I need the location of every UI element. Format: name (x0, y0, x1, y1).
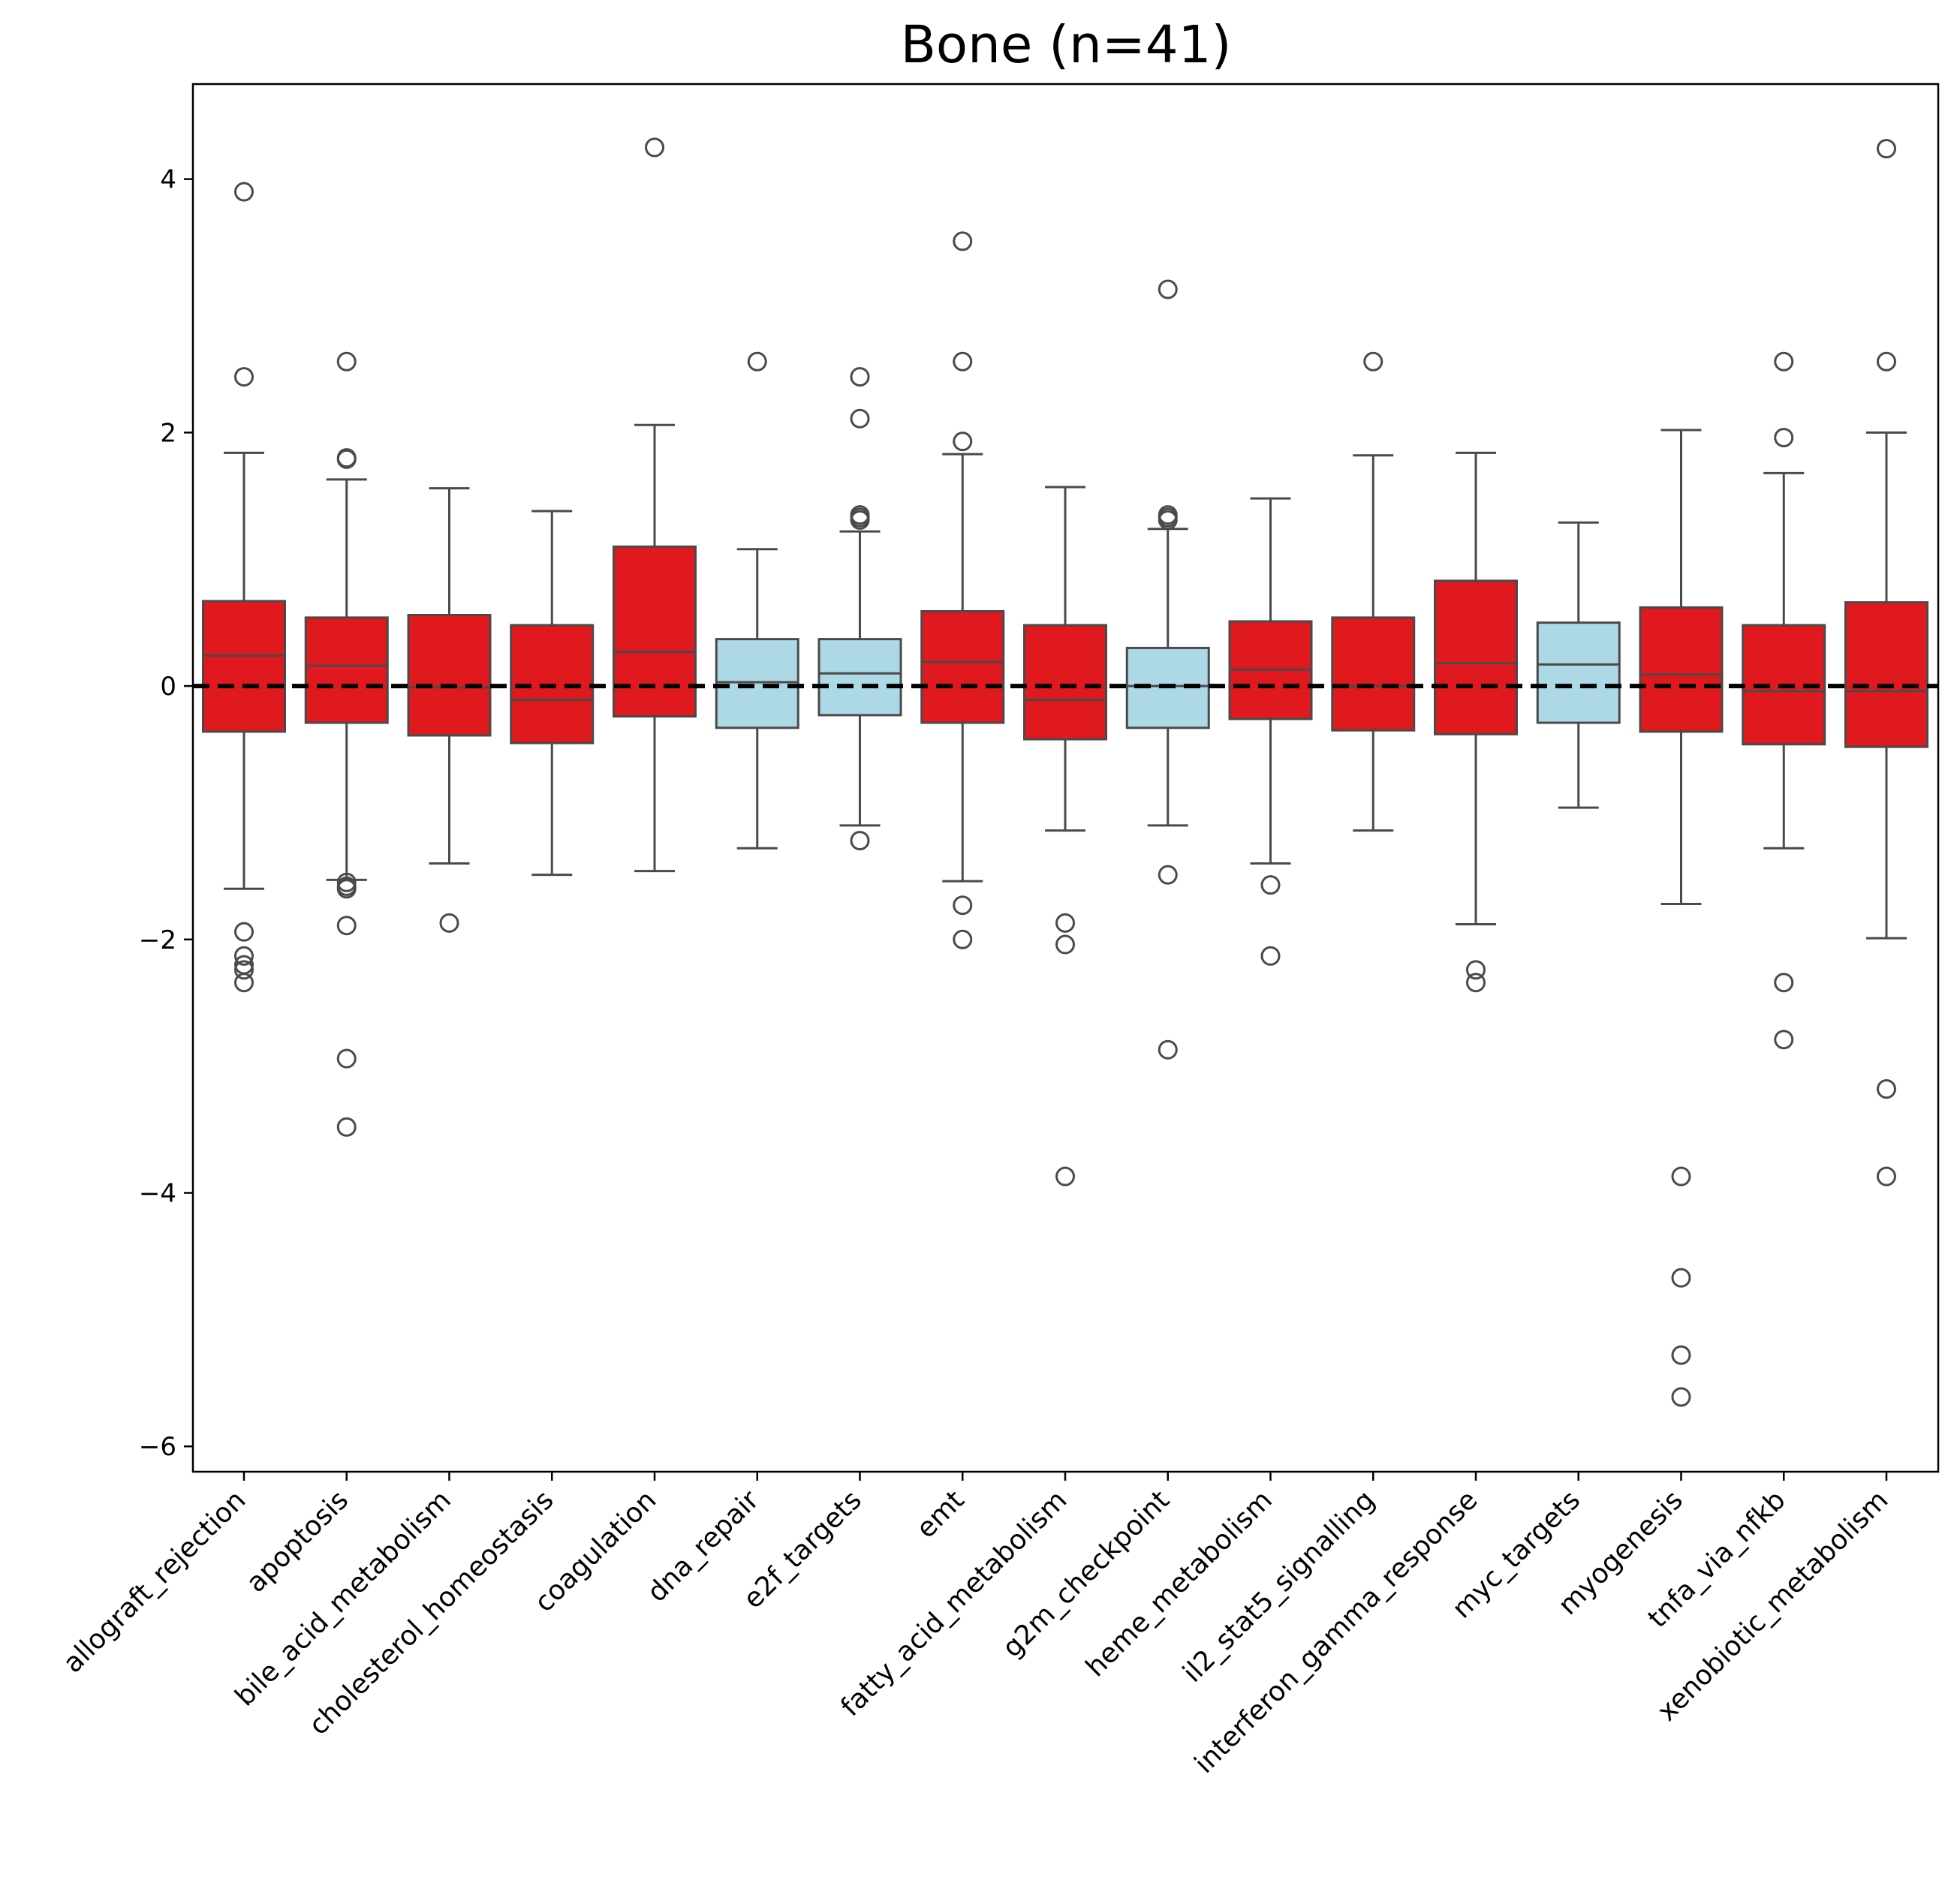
box-emt (920, 609, 1005, 724)
chart-title: Bone (n=41) (901, 15, 1232, 75)
y-tick-label: −2 (139, 925, 176, 955)
y-tick-label: 0 (160, 672, 176, 702)
box-dna-repair (715, 638, 799, 729)
box-myogenesis (1639, 606, 1724, 733)
outlier-point (1158, 510, 1178, 530)
x-tick-label: emt (911, 1484, 970, 1544)
outlier-point (439, 913, 459, 933)
box-coagulation (613, 545, 697, 718)
outlier-point (336, 351, 357, 371)
outlier-point (1466, 960, 1486, 980)
x-tick-label: bile_acid_metabolism (230, 1484, 457, 1712)
outlier-point (234, 973, 254, 993)
outlier-point (336, 1048, 357, 1069)
outlier-point (1055, 913, 1075, 933)
outlier-point (234, 922, 254, 942)
plot-area: 4 2 0 −2 −4 −6 allograft_rejectionapoptosisbil… (58, 83, 1940, 1779)
outlier-point (1055, 934, 1075, 955)
outlier-point (1158, 1039, 1178, 1060)
outlier-point (1158, 279, 1178, 299)
box-apoptosis (304, 616, 389, 724)
outlier-point (1877, 1079, 1896, 1099)
box-bile-acid-metabolism (407, 614, 492, 737)
outlier-point (850, 408, 870, 429)
outlier-point (1774, 973, 1794, 993)
box-interferon-gamma-response (1434, 579, 1518, 735)
outlier-point (850, 510, 870, 530)
outlier-point (336, 916, 357, 936)
box-il2-stat5-signalling (1331, 616, 1416, 732)
outlier-point (953, 231, 973, 251)
outlier-point (1260, 946, 1281, 966)
outlier-point (953, 432, 973, 452)
outlier-point (234, 960, 254, 980)
outlier-point (1671, 1345, 1691, 1365)
x-tick-label: apoptosis (240, 1484, 354, 1599)
outlier-point (1671, 1166, 1691, 1187)
x-tick-label: il2_stat5_signalling (1177, 1484, 1381, 1689)
outlier-point (1671, 1387, 1691, 1407)
outlier-point (1055, 1166, 1075, 1187)
y-tick-label: −6 (139, 1432, 176, 1462)
y-tick-label: 4 (160, 165, 176, 195)
outlier-point (1877, 139, 1896, 159)
outlier-point (1260, 875, 1281, 895)
outlier-point (953, 895, 973, 916)
outlier-point (234, 946, 254, 966)
outlier-point (1158, 865, 1178, 885)
outlier-point (747, 351, 767, 371)
box-fatty-acid-metabolism (1023, 624, 1107, 741)
outlier-point (234, 182, 254, 202)
outlier-point (645, 137, 664, 158)
outlier-point (336, 1117, 357, 1137)
outlier-point (1363, 351, 1383, 371)
outlier-point (953, 351, 973, 371)
outlier-point (1877, 1166, 1896, 1187)
outlier-point (1466, 973, 1486, 993)
box-allograft-rejection (202, 600, 286, 733)
x-tick-label: heme_metabolism (1080, 1484, 1278, 1683)
box-xenobiotic-metabolism (1844, 601, 1928, 748)
y-tick-label: −4 (139, 1179, 176, 1209)
outlier-point (234, 367, 254, 387)
outlier-point (953, 929, 973, 949)
outlier-point (1877, 351, 1896, 371)
y-tick-label: 2 (160, 418, 176, 448)
outlier-point (1671, 1268, 1691, 1288)
x-tick-label: allograft_rejection (58, 1484, 252, 1679)
box-e2f-targets (817, 638, 902, 717)
outlier-point (1774, 351, 1794, 371)
box-myc-targets (1536, 621, 1621, 724)
outlier-point (850, 831, 870, 851)
outlier-point (1774, 1030, 1794, 1050)
outlier-point (336, 449, 357, 469)
outlier-point (336, 879, 357, 899)
outlier-point (850, 367, 870, 387)
outlier-point (1774, 428, 1794, 448)
